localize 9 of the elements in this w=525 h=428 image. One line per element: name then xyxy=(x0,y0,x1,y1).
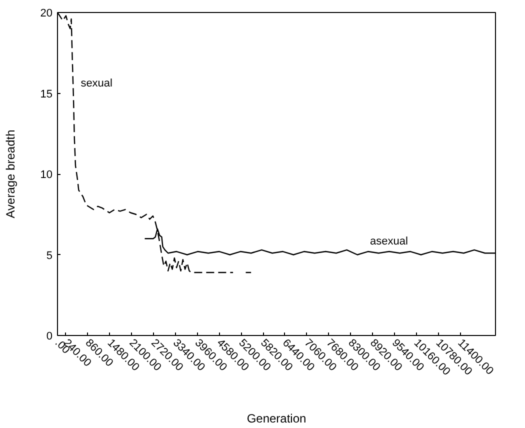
y-tick-label: 0 xyxy=(46,330,53,342)
y-tick-label: 20 xyxy=(40,8,53,20)
x-axis-title: Generation xyxy=(246,412,306,426)
y-tick-label: 10 xyxy=(40,169,53,181)
annotation: sexual xyxy=(80,77,112,90)
y-tick-label: 5 xyxy=(46,250,53,262)
annotation: asexual xyxy=(370,236,408,248)
y-axis-title: Average breadth xyxy=(3,130,18,218)
y-tick-label: 15 xyxy=(40,88,53,100)
